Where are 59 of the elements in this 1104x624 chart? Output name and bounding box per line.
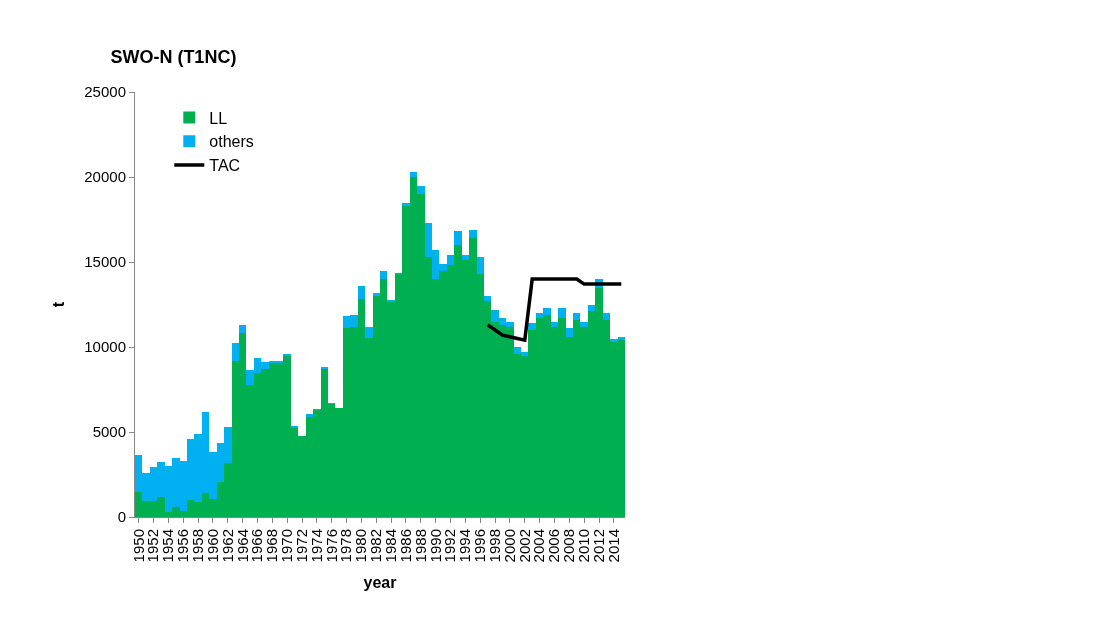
y-tick-label: 0 bbox=[117, 508, 126, 526]
bar bbox=[580, 322, 588, 327]
bar bbox=[551, 322, 558, 327]
line-series bbox=[485, 277, 624, 342]
x-tick-label: 1964 bbox=[233, 529, 251, 563]
chart-title: SWO-N (T1NC) bbox=[110, 46, 237, 67]
bar bbox=[358, 286, 365, 299]
bar bbox=[588, 305, 595, 311]
y-axis-title: t bbox=[50, 301, 68, 308]
x-tick-label: 2006 bbox=[545, 529, 563, 563]
bar bbox=[417, 186, 425, 194]
bar bbox=[380, 271, 387, 279]
legend-label: others bbox=[209, 133, 254, 151]
bar bbox=[454, 231, 462, 245]
bar bbox=[410, 172, 417, 177]
x-tick-label: 1978 bbox=[337, 529, 355, 563]
bar bbox=[462, 255, 469, 260]
x-tick-label: 1974 bbox=[307, 529, 325, 563]
x-tick-label: 2014 bbox=[604, 529, 622, 563]
y-tick-label: 5000 bbox=[92, 423, 126, 441]
x-tick-label: 1988 bbox=[411, 529, 429, 563]
y-tick-label: 25000 bbox=[84, 83, 126, 101]
x-tick-label: 2002 bbox=[515, 529, 533, 563]
x-tick-label: 2008 bbox=[560, 529, 578, 563]
bar bbox=[484, 296, 491, 301]
x-tick-label: 1976 bbox=[322, 529, 340, 563]
x-axis-title: year bbox=[363, 574, 397, 592]
bar bbox=[469, 230, 477, 238]
x-tick-label: 1982 bbox=[367, 529, 385, 563]
bar bbox=[528, 323, 536, 330]
x-tick-label: 1994 bbox=[456, 529, 474, 563]
x-tick-label: 1992 bbox=[441, 529, 459, 563]
x-tick-label: 1990 bbox=[426, 529, 444, 563]
x-tick-label: 1962 bbox=[218, 529, 236, 563]
x-tick-label: 1954 bbox=[159, 529, 177, 563]
bar bbox=[373, 293, 380, 296]
y-tick-label: 15000 bbox=[84, 253, 126, 271]
x-tick-label: 1950 bbox=[129, 529, 147, 563]
bar bbox=[573, 313, 580, 320]
legend-label: TAC bbox=[209, 157, 241, 175]
bar bbox=[232, 343, 239, 361]
x-tick-label: 1980 bbox=[352, 529, 370, 563]
bar bbox=[603, 313, 610, 320]
bar bbox=[402, 203, 410, 206]
legend-label: LL bbox=[209, 109, 228, 127]
x-tick-label: 1960 bbox=[203, 529, 221, 563]
bar bbox=[306, 414, 313, 417]
x-tick-label: 1952 bbox=[144, 529, 162, 563]
bar bbox=[365, 327, 373, 338]
x-tick-label: 2000 bbox=[500, 529, 518, 563]
x-tick-label: 1966 bbox=[248, 529, 266, 563]
bar bbox=[566, 328, 573, 337]
x-tick-label: 1968 bbox=[263, 529, 281, 563]
bar bbox=[558, 308, 566, 318]
y-tick-label: 10000 bbox=[84, 338, 126, 356]
x-tick-label: 2004 bbox=[530, 529, 548, 563]
bar bbox=[239, 325, 246, 333]
y-tick-label: 20000 bbox=[84, 168, 126, 186]
bar bbox=[477, 257, 484, 274]
